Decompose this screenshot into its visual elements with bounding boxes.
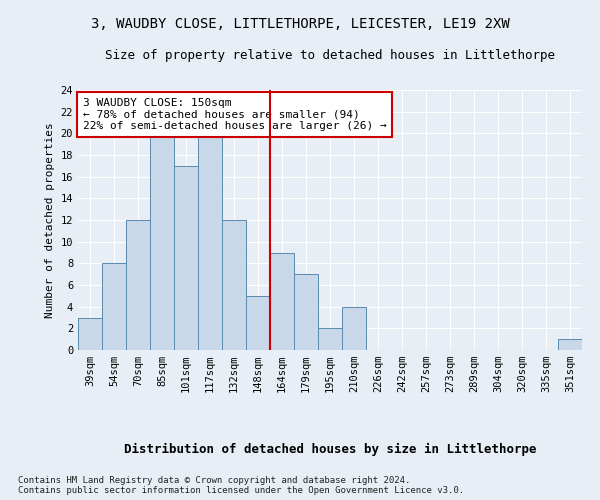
Bar	[150, 134, 174, 350]
Bar	[222, 220, 246, 350]
Text: 3 WAUDBY CLOSE: 150sqm
← 78% of detached houses are smaller (94)
22% of semi-det: 3 WAUDBY CLOSE: 150sqm ← 78% of detached…	[83, 98, 387, 131]
Text: Distribution of detached houses by size in Littlethorpe: Distribution of detached houses by size …	[124, 442, 536, 456]
Bar	[558, 339, 582, 350]
Bar	[294, 274, 318, 350]
Text: 3, WAUDBY CLOSE, LITTLETHORPE, LEICESTER, LE19 2XW: 3, WAUDBY CLOSE, LITTLETHORPE, LEICESTER…	[91, 18, 509, 32]
Text: Contains HM Land Registry data © Crown copyright and database right 2024.
Contai: Contains HM Land Registry data © Crown c…	[18, 476, 464, 495]
Title: Size of property relative to detached houses in Littlethorpe: Size of property relative to detached ho…	[105, 50, 555, 62]
Bar	[126, 220, 150, 350]
Bar	[318, 328, 342, 350]
Bar	[102, 264, 126, 350]
Bar	[174, 166, 198, 350]
Bar	[246, 296, 270, 350]
Bar	[78, 318, 102, 350]
Bar	[198, 134, 222, 350]
Bar	[342, 306, 366, 350]
Bar	[270, 252, 294, 350]
Y-axis label: Number of detached properties: Number of detached properties	[45, 122, 55, 318]
